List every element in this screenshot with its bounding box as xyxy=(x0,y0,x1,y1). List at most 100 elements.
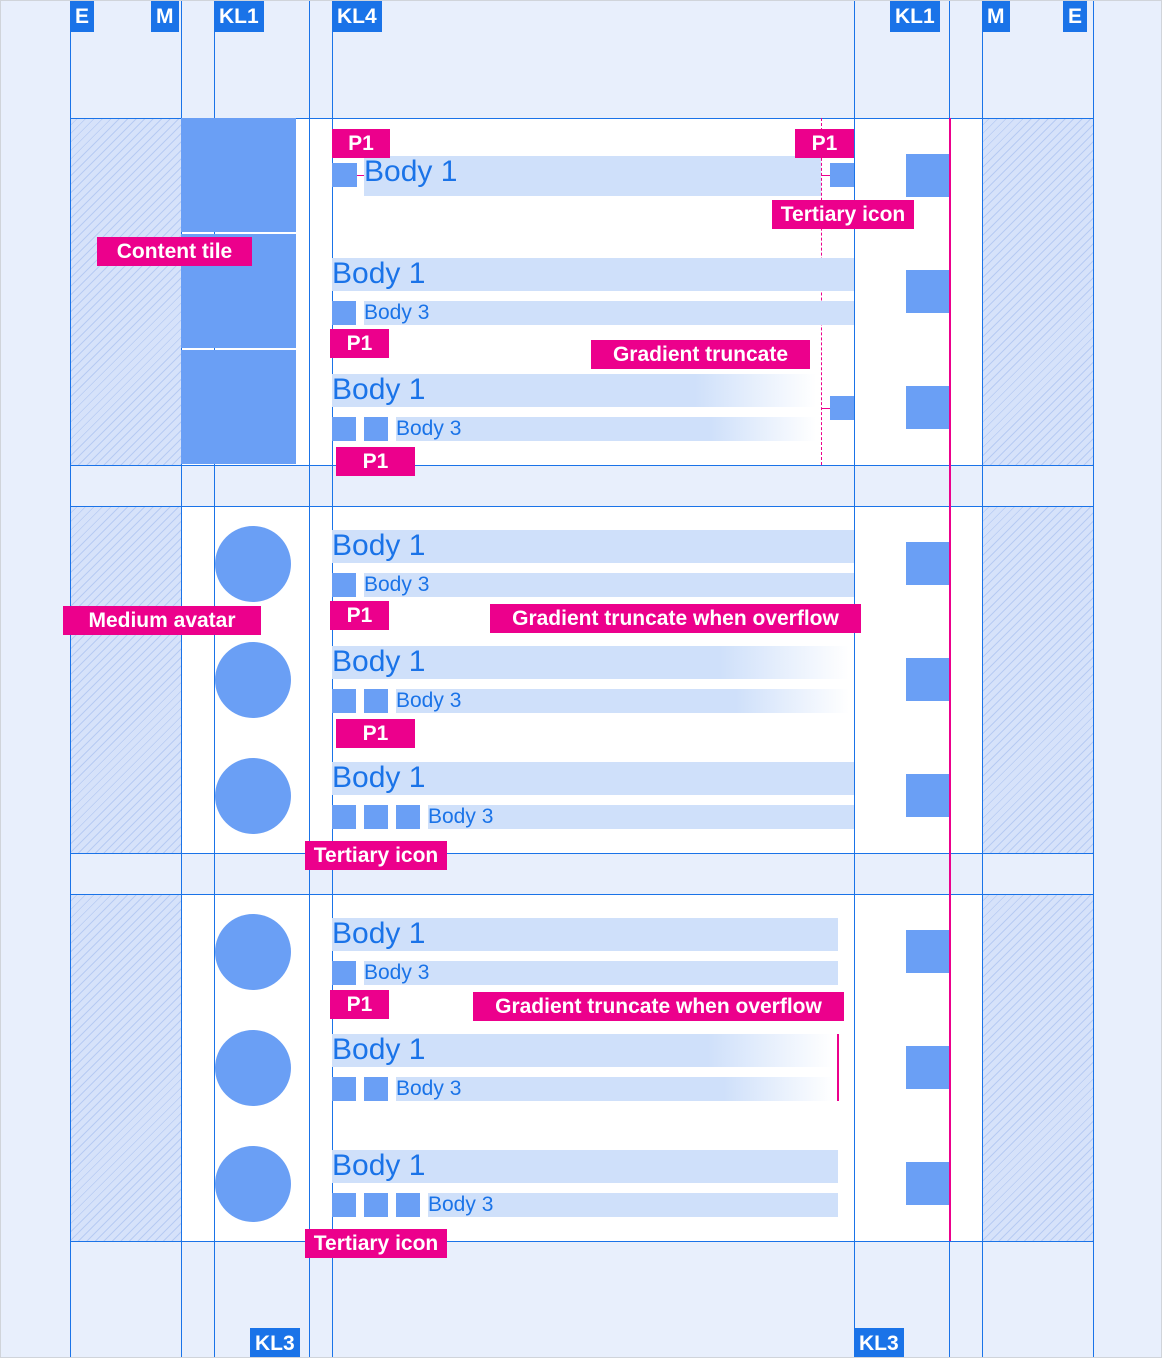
body1-text: Body 1 xyxy=(332,918,838,951)
body1-text: Body 1 xyxy=(332,646,849,679)
margin-hatch-left xyxy=(70,506,181,853)
annotation-tertiary-icon: Tertiary icon xyxy=(305,1229,447,1258)
keyline-label: KL1 xyxy=(890,1,940,32)
annotation-p1: P1 xyxy=(336,447,415,476)
body3-text: Body 3 xyxy=(364,301,854,325)
tertiary-icon xyxy=(830,396,854,420)
keyline xyxy=(181,1,182,1357)
trailing-icon xyxy=(906,386,949,429)
leading-icon xyxy=(332,689,356,713)
body1-text: Body 1 xyxy=(332,374,816,407)
keyline xyxy=(332,1,333,1357)
leading-icon xyxy=(332,301,356,325)
leading-icon xyxy=(332,573,356,597)
trailing-icon xyxy=(906,658,949,701)
keyline xyxy=(214,1,215,1357)
leading-icon xyxy=(332,417,356,441)
medium-avatar xyxy=(215,1146,291,1222)
leading-icon xyxy=(364,689,388,713)
body1-text: Body 1 xyxy=(364,156,821,196)
leading-icon xyxy=(332,961,356,985)
keyline xyxy=(982,1,983,1357)
body3-text: Body 3 xyxy=(364,961,838,985)
leading-icon xyxy=(364,805,388,829)
body3-text: Body 3 xyxy=(428,1193,838,1217)
leading-icon xyxy=(396,805,420,829)
annotation-p1: P1 xyxy=(336,719,415,748)
keyline xyxy=(70,1,71,1357)
annotation-tertiary-icon: Tertiary icon xyxy=(305,841,447,870)
trailing-icon xyxy=(906,774,949,817)
trailing-icon xyxy=(906,930,949,973)
annotation-gradient-truncate-overflow: Gradient truncate when overflow xyxy=(473,992,844,1021)
list-section-2 xyxy=(181,506,982,853)
keyline xyxy=(854,1,855,1357)
section-border-bottom xyxy=(70,853,1094,854)
body1-text: Body 1 xyxy=(332,530,854,563)
keyline-label: KL4 xyxy=(332,1,382,32)
medium-avatar xyxy=(215,758,291,834)
annotation-tertiary-icon: Tertiary icon xyxy=(772,200,914,229)
body3-text: Body 3 xyxy=(396,417,816,441)
margin-hatch-right xyxy=(982,506,1093,853)
annotation-p1: P1 xyxy=(330,329,389,358)
annotation-medium-avatar: Medium avatar xyxy=(63,606,261,635)
truncate-guide xyxy=(821,118,822,465)
medium-avatar xyxy=(215,1030,291,1106)
keyline-label: KL1 xyxy=(214,1,264,32)
trailing-icon xyxy=(906,270,949,313)
list-section-3 xyxy=(181,894,982,1241)
body1-text: Body 1 xyxy=(332,1034,833,1067)
body3-text: Body 3 xyxy=(396,1077,833,1101)
leading-icon xyxy=(332,1077,356,1101)
spacer xyxy=(821,408,830,409)
keyline-label: E xyxy=(1063,1,1088,32)
leading-icon xyxy=(364,417,388,441)
trailing-icon xyxy=(906,542,949,585)
medium-avatar xyxy=(215,914,291,990)
annotation-p1: P1 xyxy=(795,129,854,158)
body1-text: Body 1 xyxy=(332,258,854,291)
keyline xyxy=(309,1,310,1357)
spacer xyxy=(821,175,830,176)
keyline-pink xyxy=(949,118,951,1241)
leading-icon xyxy=(332,805,356,829)
body3-text: Body 3 xyxy=(428,805,854,829)
section-border-top xyxy=(70,506,1094,507)
trailing-icon xyxy=(906,1046,949,1089)
medium-avatar xyxy=(215,642,291,718)
section-border-top xyxy=(70,118,1094,119)
body1-text: Body 1 xyxy=(332,1150,838,1183)
annotation-content-tile: Content tile xyxy=(97,237,252,266)
leading-icon xyxy=(332,163,357,187)
margin-hatch-left xyxy=(70,894,181,1241)
margin-hatch-right xyxy=(982,118,1093,465)
annotation-p1: P1 xyxy=(330,601,389,630)
annotation-gradient-truncate-overflow: Gradient truncate when overflow xyxy=(490,604,861,633)
trailing-icon xyxy=(906,154,949,197)
truncate-edge xyxy=(837,1034,839,1101)
keyline-label: KL3 xyxy=(250,1328,300,1357)
keyline-label: KL3 xyxy=(854,1328,904,1357)
body3-text: Body 3 xyxy=(396,689,849,713)
section-border-top xyxy=(70,894,1094,895)
body3-text: Body 3 xyxy=(364,573,854,597)
leading-icon xyxy=(364,1077,388,1101)
leading-icon xyxy=(396,1193,420,1217)
trailing-icon xyxy=(906,1162,949,1205)
section-border-bottom xyxy=(70,465,1094,466)
section-border-bottom xyxy=(70,1241,1094,1242)
annotation-p1: P1 xyxy=(332,129,390,158)
spacer xyxy=(357,175,364,176)
margin-hatch-left xyxy=(70,118,181,465)
content-tile xyxy=(181,118,296,232)
leading-icon xyxy=(364,1193,388,1217)
annotation-gradient-truncate: Gradient truncate xyxy=(591,340,810,369)
body1-text: Body 1 xyxy=(332,762,854,795)
leading-icon xyxy=(332,1193,356,1217)
keyline-label: M xyxy=(151,1,179,32)
tertiary-icon xyxy=(830,163,854,187)
annotation-p1: P1 xyxy=(330,990,389,1019)
margin-hatch-right xyxy=(982,894,1093,1241)
